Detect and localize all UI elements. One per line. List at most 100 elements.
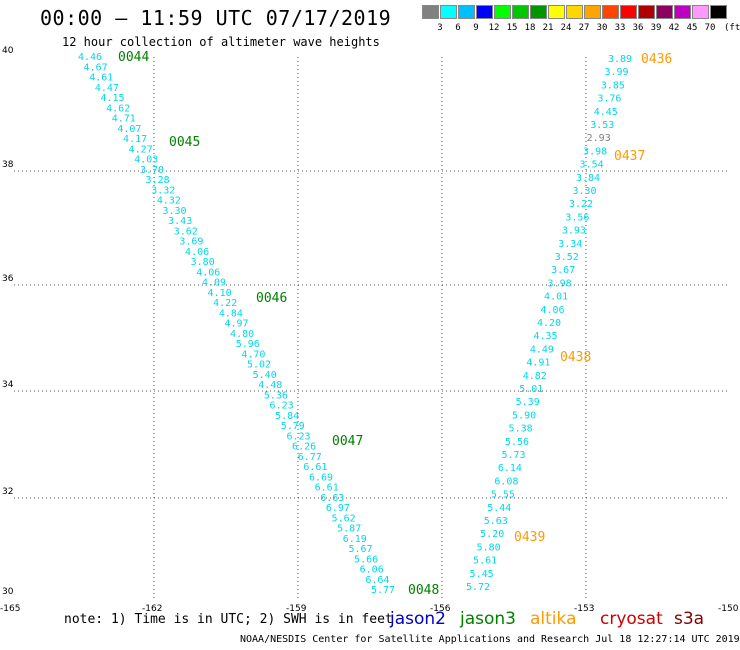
pass-time-jason3: 0048 [408,583,439,598]
wave-height-value: 3.69 [179,237,203,248]
wave-height-value: 6.19 [343,534,367,545]
wave-height-value: 5.36 [264,390,288,401]
pass-time-labels: 0044 0045 0046 0047 0048 0436 0437 0438 0439 [118,50,672,598]
legend-s3a: s3a [674,609,705,629]
wave-height-value: 4.09 [202,278,226,289]
wave-height-value: 5.62 [332,513,356,524]
wave-height-value: 4.06 [540,305,564,316]
legend-swatch [692,5,709,19]
wave-height-value: 3.98 [548,278,572,289]
wave-height-value: 5.73 [501,450,525,461]
legend-swatch [476,5,493,19]
lon-tick-label: -150 [718,604,739,614]
wave-height-value: 4.61 [89,73,113,84]
wave-height-value: 6.26 [292,442,316,453]
wave-height-value: 3.98 [583,146,607,157]
wave-height-value: 4.20 [537,318,561,329]
wave-height-value: 5.02 [247,360,271,371]
legend-swatch [656,5,673,19]
pass-time-altika: 0437 [614,149,645,164]
legend-swatch [530,5,547,19]
wave-height-value: 4.97 [224,319,248,330]
wave-height-value: 3.89 [608,54,632,65]
wave-height-value: 3.22 [569,199,593,210]
pass-time-altika: 0436 [641,52,672,67]
wave-height-value: 4.06 [196,267,220,278]
wave-height-value: 6.14 [498,463,522,474]
wave-height-value: 4.91 [526,358,550,369]
wave-height-value: 2.93 [587,133,611,144]
wave-height-value: 4.70 [241,349,265,360]
lon-tick-label: -162 [142,604,162,614]
legend-swatch [674,5,691,19]
wave-height-value: 4.17 [123,134,147,145]
legend-label: 18 [524,23,536,33]
wave-height-value: 5.80 [477,542,501,553]
legend-swatch [440,5,457,19]
footer-note: note: 1) Time is in UTC; 2) SWH is in fe… [64,612,393,627]
wave-height-value: 3.93 [562,226,586,237]
legend-cryosat: cryosat [600,609,663,629]
wave-height-value: 5.77 [371,585,395,596]
legend-label: 36 [632,23,644,33]
wave-height-value: 5.72 [466,582,490,593]
pass-time-jason3: 0044 [118,50,149,65]
wave-height-value: 3.30 [162,206,186,217]
page-title: 00:00 – 11:59 UTC 07/17/2019 [40,6,392,30]
pass-time-jason3: 0047 [332,434,363,449]
wave-height-value: 4.67 [84,62,108,73]
lat-tick-label: 38 [2,160,14,170]
wave-height-value: 4.15 [100,93,124,104]
legend-label: 42 [668,23,680,33]
wave-height-value: 3.80 [191,257,215,268]
wave-height-value: 3.53 [590,120,614,131]
page-subtitle: 12 hour collection of altimeter wave hei… [62,35,380,49]
wave-height-value: 4.47 [95,83,119,94]
wave-height-value: 6.61 [303,462,327,473]
wave-height-value: 5.20 [480,529,504,540]
wave-height-value: 5.44 [487,503,511,514]
wave-height-value: 5.90 [512,410,536,421]
wave-height-value: 5.39 [516,397,540,408]
wave-height-value: 6.08 [494,476,518,487]
wave-height-value: 6.97 [326,503,350,514]
legend-swatch [566,5,583,19]
legend-label: 12 [488,23,500,33]
pass-time-jason3: 0046 [256,291,287,306]
legend-swatch [584,5,601,19]
wave-height-value: 5.56 [505,437,529,448]
legend-label: 70 [704,23,716,33]
wave-height-value: 5.55 [491,490,515,501]
wave-height-value: 3.30 [572,186,596,197]
wave-height-value: 4.10 [208,288,232,299]
legend-label: 9 [473,23,479,33]
wave-height-value: 5.40 [253,370,277,381]
wave-height-value: 3.67 [551,265,575,276]
wave-height-value: 3.52 [555,252,579,263]
legend-swatch [710,5,727,19]
wave-height-value: 4.27 [129,144,153,155]
lat-tick-label: 32 [2,487,13,497]
wave-height-value: 4.62 [106,103,130,114]
legend-swatch [548,5,565,19]
wave-height-value: 4.22 [213,298,237,309]
wave-height-value: 4.46 [78,52,102,63]
wave-height-value: 5.84 [275,411,299,422]
legend-label: 45 [686,23,698,33]
wave-height-value: 5.63 [484,516,508,527]
wave-height-value: 4.80 [230,329,254,340]
lon-tick-label: -156 [430,604,451,614]
wave-height-value: 3.28 [146,175,170,186]
legend-swatch [602,5,619,19]
lat-tick-label: 36 [2,274,14,284]
wave-height-value: 4.07 [117,124,141,135]
wave-height-value: 4.45 [594,107,618,118]
wave-height-value: 3.32 [151,185,175,196]
legend-label: 6 [455,23,461,33]
lon-tick-label: -153 [574,604,594,614]
wave-height-value: 3.43 [168,216,192,227]
lon-tick-label: -159 [286,604,307,614]
wave-height-value: 6.63 [320,493,344,504]
legend-label: 15 [506,23,518,33]
